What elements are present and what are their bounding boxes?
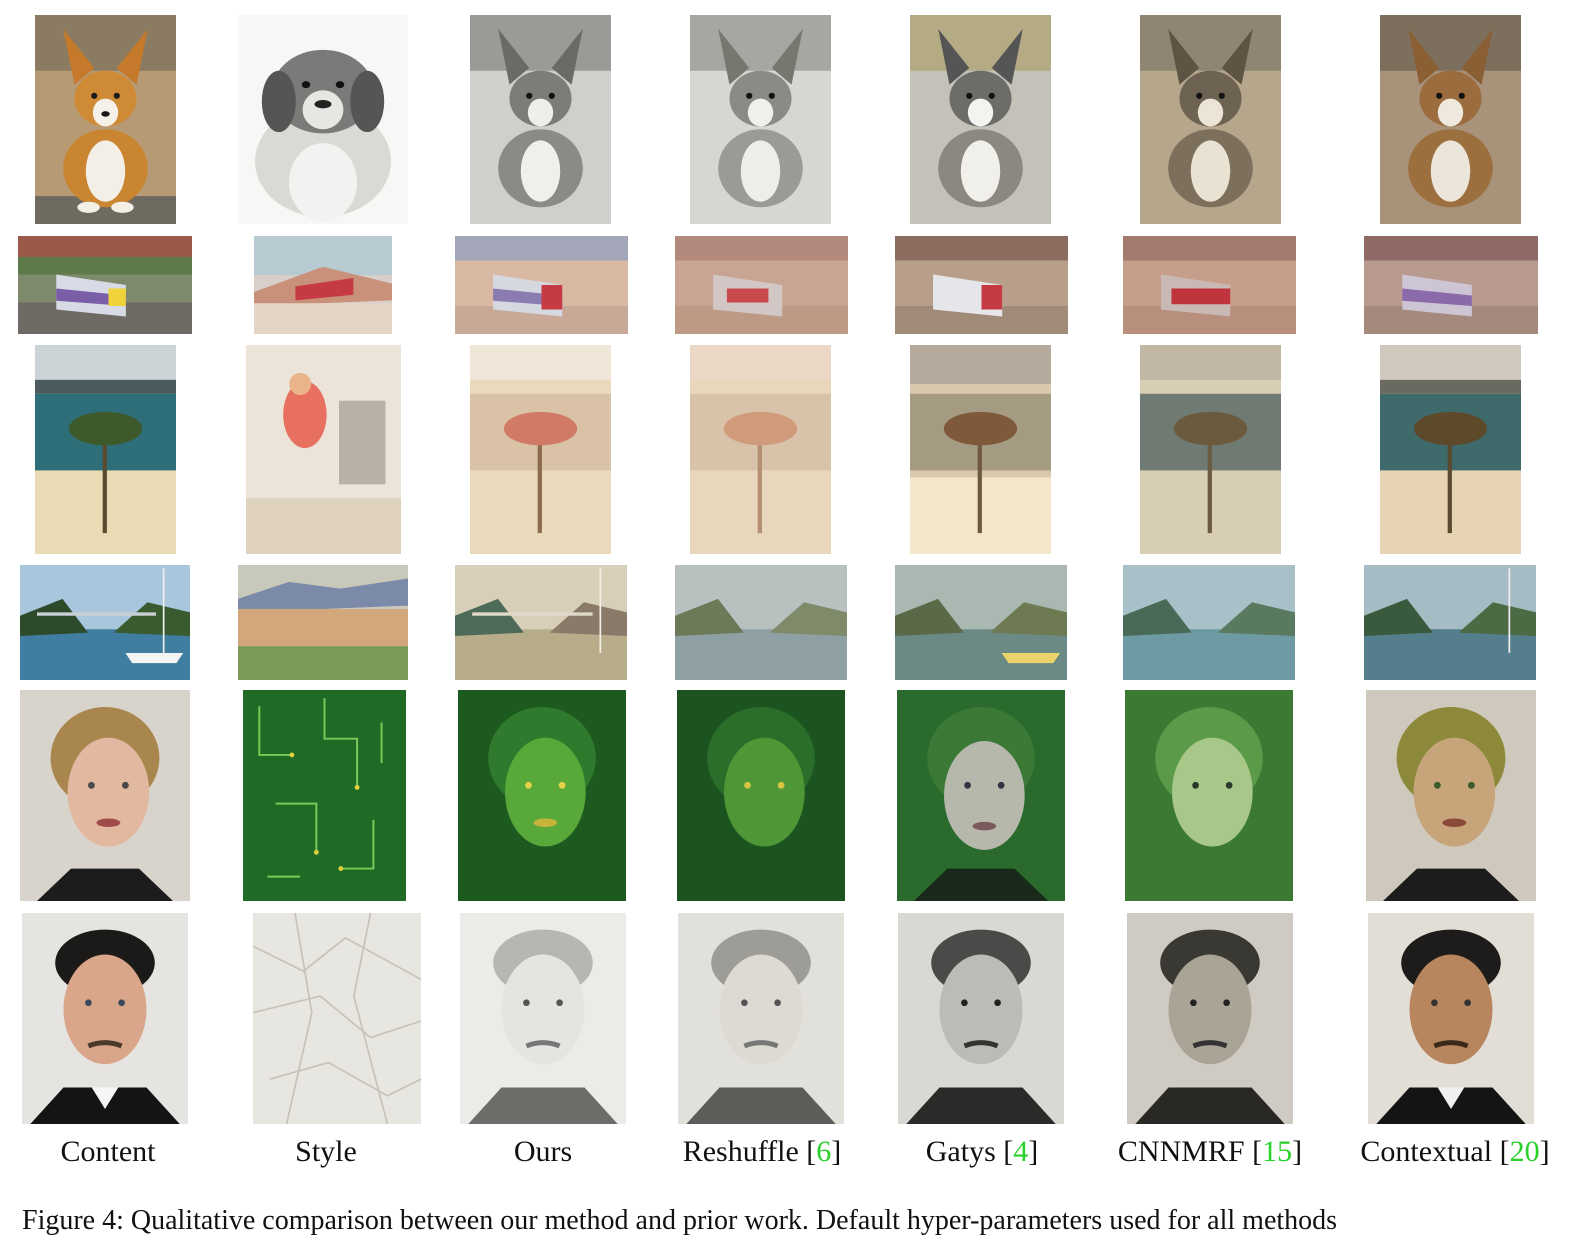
row4-style-landscape-painting (238, 565, 408, 680)
row3-cnnmrf-palm-beach (1140, 345, 1281, 554)
row3-style-watercolor (246, 345, 401, 554)
row4-ours-bridge-sailboat (455, 565, 627, 680)
row4-contextual-bridge-sailboat (1364, 565, 1536, 680)
row5-contextual-woman-portrait (1366, 690, 1536, 901)
row3-gatys-palm-beach (910, 345, 1051, 554)
row1-content-corgi (35, 15, 176, 224)
row2-style-train-painting (254, 236, 392, 334)
citation-link[interactable]: 6 (816, 1135, 832, 1168)
row5-content-woman-portrait (20, 690, 190, 901)
row5-style-circuit-board (243, 690, 406, 901)
column-label-contextual: Contextual [20] (1360, 1135, 1550, 1168)
citation-link[interactable]: 4 (1013, 1135, 1029, 1168)
row3-ours-palm-beach (470, 345, 611, 554)
column-label-ours: Ours (455, 1133, 631, 1171)
row2-gatys-train (895, 236, 1068, 334)
column-label-text: Ours (513, 1135, 573, 1168)
row1-ours-corgi (470, 15, 611, 224)
column-label-style: Style (238, 1133, 414, 1171)
row1-gatys-corgi (910, 15, 1051, 224)
row6-gatys-man-portrait (898, 913, 1064, 1124)
row1-contextual-corgi (1380, 15, 1521, 224)
row6-content-man-portrait (22, 913, 188, 1124)
column-label-cnnmrf: CNNMRF [15] (1117, 1135, 1303, 1168)
row2-contextual-train (1364, 236, 1538, 334)
row2-ours-train (455, 236, 628, 334)
row6-ours-man-portrait (460, 913, 626, 1124)
citation-link[interactable]: 15 (1262, 1135, 1293, 1168)
row4-reshuffle-bridge-sailboat (675, 565, 847, 680)
row2-cnnmrf-train (1123, 236, 1296, 334)
row1-style-dog-sketch (238, 15, 408, 224)
column-label-gatys: Gatys [4] (925, 1135, 1039, 1168)
column-label-reshuffle: Reshuffle [6] (682, 1135, 842, 1168)
row5-reshuffle-woman-portrait (677, 690, 845, 901)
column-label-text: Gatys (925, 1135, 996, 1168)
row1-cnnmrf-corgi (1140, 15, 1281, 224)
column-label-text: Reshuffle (682, 1135, 799, 1168)
row3-reshuffle-palm-beach (690, 345, 831, 554)
column-label-text: Contextual (1360, 1135, 1493, 1168)
row5-gatys-woman-portrait (897, 690, 1065, 901)
column-label-text: Content (60, 1135, 156, 1168)
column-label-text: CNNMRF (1117, 1135, 1245, 1168)
row5-ours-woman-portrait (458, 690, 626, 901)
row4-content-bridge-sailboat (20, 565, 190, 680)
row2-reshuffle-train (675, 236, 848, 334)
row1-reshuffle-corgi (690, 15, 831, 224)
column-label-content: Content (20, 1133, 196, 1171)
column-label-text: Style (295, 1135, 357, 1168)
figure-caption: Figure 4: Qualitative comparison between… (22, 1205, 1338, 1236)
row5-cnnmrf-woman-portrait (1125, 690, 1293, 901)
row4-cnnmrf-bridge-sailboat (1123, 565, 1295, 680)
row6-contextual-man-portrait (1368, 913, 1534, 1124)
row2-content-train (18, 236, 192, 334)
row6-reshuffle-man-portrait (678, 913, 844, 1124)
row4-gatys-bridge-sailboat (895, 565, 1067, 680)
row3-content-palm-beach (35, 345, 176, 554)
row6-style-crumpled-paper (253, 913, 421, 1124)
row6-cnnmrf-man-portrait (1127, 913, 1293, 1124)
row3-contextual-palm-beach (1380, 345, 1521, 554)
citation-link[interactable]: 20 (1509, 1135, 1540, 1168)
